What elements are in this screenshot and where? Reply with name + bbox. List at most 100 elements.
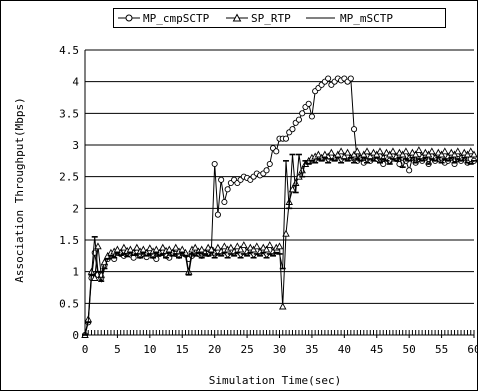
- data-point-sp-rtp: [343, 148, 352, 156]
- x-tick-label: 20: [208, 343, 221, 356]
- data-point-sp-rtp: [460, 148, 469, 156]
- data-point-mp-cmpsctp: [325, 75, 332, 82]
- data-point-sp-rtp: [369, 148, 378, 156]
- x-tick-label: 15: [176, 343, 189, 356]
- x-tick-label: 25: [240, 343, 253, 356]
- data-point-sp-rtp: [259, 243, 268, 251]
- y-tick-label: 3.5: [59, 107, 79, 120]
- data-point-sp-rtp: [402, 147, 410, 155]
- data-point-sp-rtp: [275, 242, 284, 250]
- series-sp-rtp: [81, 146, 478, 338]
- data-point-mp-cmpsctp: [305, 100, 312, 107]
- x-tick-label: 30: [273, 343, 286, 356]
- y-tick-label: 4: [72, 76, 79, 89]
- data-point-mp-cmpsctp: [224, 186, 231, 193]
- data-point-sp-rtp: [434, 148, 443, 156]
- data-point-mp-cmpsctp: [351, 126, 358, 133]
- legend-box: [113, 8, 446, 28]
- legend-label-mp-cmpsctp: MP_cmpSCTP: [143, 12, 210, 25]
- data-point-mp-cmpsctp: [218, 176, 225, 183]
- data-point-mp-cmpsctp: [214, 211, 221, 218]
- data-point-sp-rtp: [421, 148, 430, 156]
- data-point-sp-rtp: [146, 244, 154, 252]
- data-point-mp-cmpsctp: [308, 113, 315, 120]
- x-tick-label: 40: [338, 343, 351, 356]
- data-point-sp-rtp: [408, 148, 417, 156]
- data-point-sp-rtp: [214, 243, 222, 251]
- data-point-sp-rtp: [266, 241, 274, 249]
- data-point-mp-cmpsctp: [211, 160, 218, 168]
- data-point-sp-rtp: [204, 243, 212, 251]
- data-point-sp-rtp: [327, 148, 336, 156]
- x-tick-label: 45: [370, 343, 383, 356]
- data-point-sp-rtp: [133, 243, 141, 251]
- data-point-sp-rtp: [220, 242, 229, 250]
- x-tick-label: 60: [467, 343, 478, 356]
- x-tick-label: 5: [114, 343, 121, 356]
- data-point-mp-cmpsctp: [282, 135, 290, 142]
- series-mp-msctp: [82, 153, 477, 336]
- data-point-mp-cmpsctp: [299, 110, 306, 117]
- legend-label-sp-rtp: SP_RTP: [251, 12, 291, 25]
- data-point-sp-rtp: [262, 245, 271, 253]
- data-point-sp-rtp: [363, 147, 371, 155]
- data-point-sp-rtp: [470, 150, 478, 158]
- data-point-sp-rtp: [120, 243, 128, 251]
- data-point-sp-rtp: [382, 148, 391, 156]
- data-point-mp-cmpsctp: [221, 198, 228, 206]
- data-point-sp-rtp: [353, 147, 362, 155]
- data-point-sp-rtp: [337, 147, 345, 155]
- data-point-mp-cmpsctp: [266, 160, 273, 168]
- data-point-sp-rtp: [389, 147, 397, 155]
- data-point-sp-rtp: [467, 147, 475, 155]
- legend-label-mp-msctp: MP_mSCTP: [340, 12, 393, 25]
- data-point-sp-rtp: [454, 147, 462, 155]
- x-tick-label: 50: [403, 343, 416, 356]
- y-tick-label: 1.5: [59, 234, 79, 247]
- y-tick-label: 3: [72, 139, 79, 152]
- x-axis-title: Simulation Time(sec): [209, 374, 341, 387]
- data-point-sp-rtp: [253, 242, 261, 250]
- y-tick-label: 4.5: [59, 44, 79, 57]
- data-point-sp-rtp: [191, 243, 199, 251]
- data-point-sp-rtp: [246, 243, 255, 251]
- data-point-sp-rtp: [197, 245, 206, 253]
- data-point-sp-rtp: [278, 302, 287, 310]
- x-tick-label: 55: [435, 343, 448, 356]
- y-tick-label: 1: [72, 266, 79, 279]
- axes: 0 0.5 1 1.5 2 2.5 3 3.5 4 4.5 0 5 10 15 20 25 30 35 40 45 50…: [59, 44, 478, 356]
- data-point-sp-rtp: [236, 245, 245, 253]
- x-tick-label: 0: [82, 343, 89, 356]
- series-layer: [81, 75, 478, 339]
- y-tick-label: 0.5: [59, 297, 79, 310]
- data-point-sp-rtp: [314, 150, 323, 158]
- data-point-mp-cmpsctp: [295, 116, 303, 123]
- data-point-sp-rtp: [415, 146, 423, 154]
- data-point-mp-cmpsctp: [406, 167, 413, 174]
- data-point-sp-rtp: [291, 179, 300, 186]
- data-point-sp-rtp: [94, 242, 102, 250]
- data-point-sp-rtp: [395, 148, 404, 156]
- y-tick-label: 2: [72, 202, 79, 215]
- data-point-sp-rtp: [288, 185, 297, 193]
- x-tick-label: 10: [143, 343, 156, 356]
- data-point-sp-rtp: [376, 147, 384, 155]
- legend-marker-mp-cmpsctp: [125, 14, 133, 22]
- data-point-sp-rtp: [90, 274, 99, 281]
- legend-marker-sp-rtp: [232, 13, 242, 22]
- y-axis-title: Association Throughput(Mbps): [13, 97, 26, 282]
- y-tick-label: 0: [72, 329, 79, 342]
- data-point-sp-rtp: [428, 147, 436, 155]
- y-tick-label: 2.5: [59, 171, 79, 184]
- legend: MP_cmpSCTP SP_RTP MP_mSCTP: [113, 8, 446, 28]
- data-point-sp-rtp: [233, 242, 242, 250]
- data-point-mp-cmpsctp: [289, 126, 296, 133]
- data-point-sp-rtp: [282, 229, 290, 237]
- data-point-sp-rtp: [172, 243, 180, 251]
- x-tick-label: 35: [305, 343, 318, 356]
- data-point-mp-cmpsctp: [273, 148, 280, 155]
- data-point-sp-rtp: [240, 241, 248, 249]
- data-point-mp-cmpsctp: [263, 167, 270, 174]
